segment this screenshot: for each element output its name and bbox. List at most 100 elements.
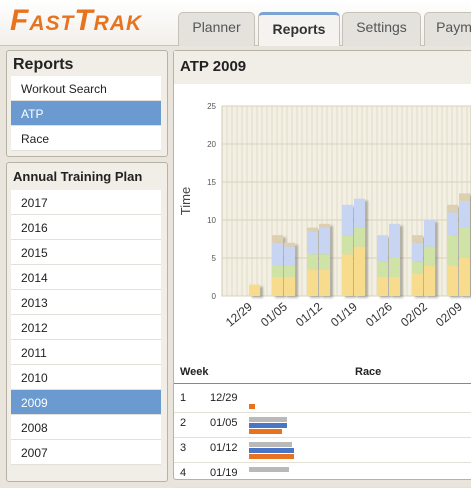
bar-segment [284, 265, 295, 277]
bar-segment [284, 246, 295, 266]
x-tick-label: 01/05 [258, 299, 290, 329]
row-rule [174, 437, 471, 438]
bar-segment [284, 242, 295, 247]
bar-segment [249, 284, 260, 296]
bar-segment [459, 201, 470, 228]
week-date: 01/05 [210, 417, 238, 429]
bar-segment [319, 223, 330, 228]
bar-segment [412, 273, 423, 296]
column-header: Race [355, 366, 382, 378]
week-number: 2 [180, 417, 187, 429]
tab[interactable]: Reports [258, 12, 340, 46]
bar-segment [412, 242, 423, 262]
y-tick-label: 10 [207, 216, 216, 225]
list-item[interactable]: 2009 [11, 390, 161, 415]
x-tick-label: 01/12 [293, 299, 325, 329]
list-item[interactable]: Workout Search [11, 76, 161, 101]
bar-segment [447, 235, 458, 266]
bar-segment [424, 220, 435, 247]
list-item[interactable]: 2017 [11, 190, 161, 215]
bar-segment [272, 277, 283, 296]
x-tick-label: 12/29 [223, 299, 255, 329]
bar-segment [389, 258, 400, 277]
bar-segment [389, 277, 400, 296]
bars [249, 193, 470, 296]
panel-title: Reports [13, 56, 74, 73]
row-rule [174, 462, 471, 463]
bar-segment [307, 231, 318, 255]
column-header: Week [180, 366, 209, 378]
list-item[interactable]: 2007 [11, 440, 161, 465]
bar-segment [389, 223, 400, 258]
bar-segment [319, 269, 330, 296]
bar-segment [307, 269, 318, 296]
x-tick-label: 01/26 [363, 299, 395, 329]
y-tick-label: 0 [212, 292, 217, 301]
bar-segment [272, 235, 283, 243]
bar-segment [354, 246, 365, 296]
panel-title: Annual Training Plan [13, 169, 143, 184]
main-title: ATP 2009 [180, 58, 247, 75]
x-tick-label: 01/19 [328, 299, 360, 329]
bar-segment [459, 193, 470, 201]
x-tick-label: 02/09 [433, 299, 465, 329]
week-number: 3 [180, 442, 187, 454]
week-table: Week Race 1 12/29 2 01/05 3 01/12 4 01/19 [174, 362, 471, 488]
bar-segment [447, 212, 458, 236]
list-item[interactable]: 2013 [11, 290, 161, 315]
header-rule [174, 383, 471, 384]
week-bar [249, 467, 289, 472]
bar-segment [412, 261, 423, 274]
y-tick-label: 15 [207, 178, 216, 187]
bar-segment [377, 261, 388, 277]
bar-segment [284, 277, 295, 296]
y-tick-label: 25 [207, 102, 216, 111]
week-date: 12/29 [210, 392, 238, 404]
list-item[interactable]: 2014 [11, 265, 161, 290]
bar-segment [307, 227, 318, 232]
bar-segment [459, 227, 470, 258]
list-item[interactable]: 2011 [11, 340, 161, 365]
y-tick-label: 5 [212, 254, 217, 263]
bar-segment [307, 254, 318, 270]
bar-segment [272, 242, 283, 266]
week-bar [249, 423, 287, 428]
tab[interactable]: Paym [424, 12, 471, 46]
bar-segment [319, 227, 330, 255]
list-item[interactable]: 2015 [11, 240, 161, 265]
week-bar [249, 442, 292, 447]
bar-segment [424, 265, 435, 296]
week-date: 01/12 [210, 442, 238, 454]
tab[interactable]: Settings [342, 12, 421, 46]
bar-segment [377, 277, 388, 296]
week-number: 1 [180, 392, 187, 404]
x-tick-label: 02/02 [398, 299, 430, 329]
list-item[interactable]: 2016 [11, 215, 161, 240]
week-bar [249, 417, 287, 422]
week-bar [249, 429, 282, 434]
bar-segment [459, 258, 470, 296]
list-item[interactable]: Race [11, 126, 161, 151]
y-axis-label: Time [178, 187, 193, 215]
bar-segment [342, 254, 353, 296]
list-item[interactable]: 2012 [11, 315, 161, 340]
bar-segment [272, 265, 283, 277]
week-bar [249, 404, 255, 409]
bar-segment [377, 235, 388, 262]
bar-segment [319, 254, 330, 270]
bar-segment [424, 246, 435, 266]
row-rule [174, 412, 471, 413]
list-item[interactable]: ATP [11, 101, 161, 126]
tab[interactable]: Planner [178, 12, 255, 46]
list-item[interactable]: 2010 [11, 365, 161, 390]
bar-segment [354, 198, 365, 228]
y-tick-label: 20 [207, 140, 216, 149]
bar-segment [354, 227, 365, 247]
main-header [174, 51, 471, 84]
bar-segment [447, 204, 458, 213]
bar-segment [447, 265, 458, 296]
list-item[interactable]: 2008 [11, 415, 161, 440]
logo: FastTrak [10, 4, 143, 37]
